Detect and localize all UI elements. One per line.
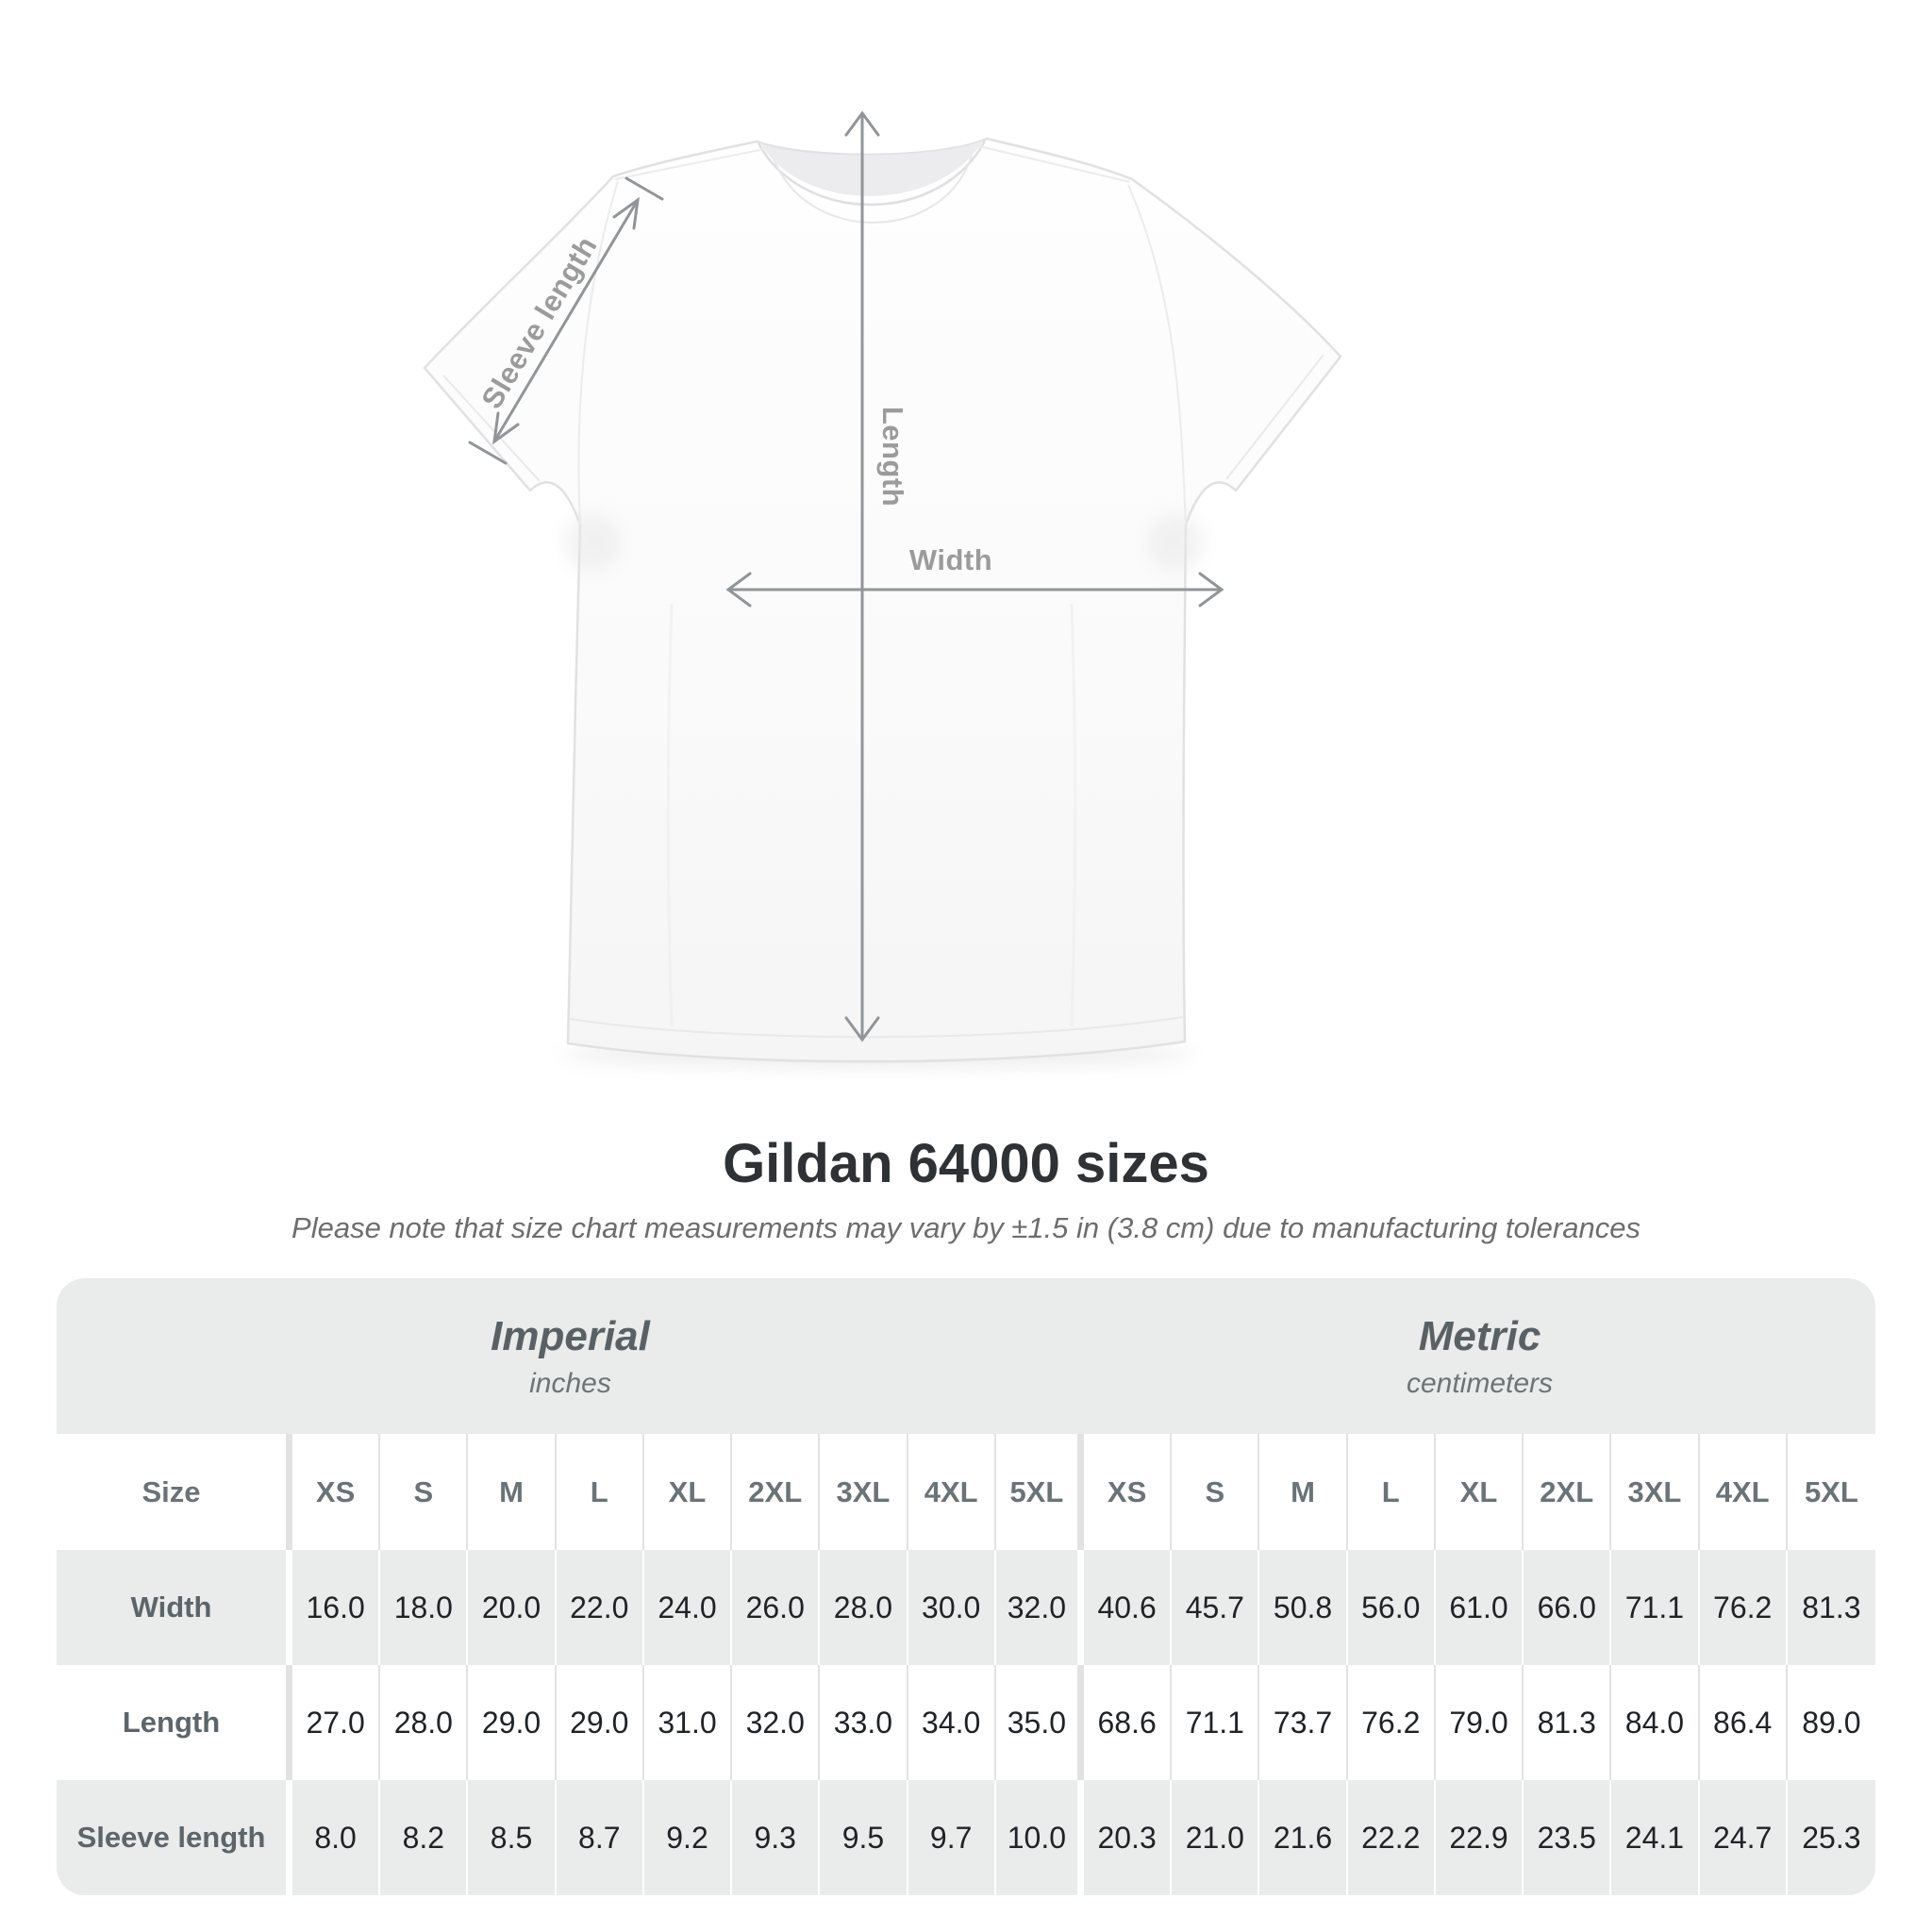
width-dimension-label: Width <box>908 543 993 576</box>
size-header-cell: 3XL <box>820 1434 908 1550</box>
size-header-cell: M <box>468 1434 557 1550</box>
size-value-cell: 31.0 <box>644 1665 733 1780</box>
size-value-cell: 33.0 <box>820 1665 908 1780</box>
size-value-cell: 29.0 <box>468 1665 557 1780</box>
size-value-cell: 73.7 <box>1259 1665 1348 1780</box>
size-value-cell: 8.5 <box>468 1780 557 1895</box>
size-header-cell: 4XL <box>908 1434 996 1550</box>
size-value-cell: 66.0 <box>1524 1550 1612 1665</box>
metric-group-title: Metric <box>1418 1312 1541 1359</box>
size-value-cell: 61.0 <box>1436 1550 1524 1665</box>
size-value-cell: 45.7 <box>1172 1550 1260 1665</box>
size-value-cell: 76.2 <box>1348 1665 1436 1780</box>
size-header-cell: 2XL <box>1524 1434 1612 1550</box>
size-value-cell: 24.1 <box>1611 1780 1700 1895</box>
size-value-cell: 22.2 <box>1348 1780 1436 1895</box>
size-value-cell: 35.0 <box>996 1665 1084 1780</box>
size-value-cell: 24.0 <box>644 1550 733 1665</box>
size-header-cell: XL <box>644 1434 733 1550</box>
imperial-group-header: Imperial inches <box>57 1278 1084 1434</box>
size-value-cell: 9.7 <box>908 1780 996 1895</box>
size-value-cell: 22.9 <box>1436 1780 1524 1895</box>
size-header-cell: XL <box>1436 1434 1524 1550</box>
size-value-cell: 28.0 <box>380 1665 469 1780</box>
size-value-cell: 89.0 <box>1802 1705 1861 1740</box>
size-header-row: Size XS S M L XL 2XL 3XL 4XL 5XL XS S M … <box>57 1434 1875 1550</box>
size-value-cell: 24.7 <box>1700 1780 1788 1895</box>
size-value-cell: 76.2 <box>1700 1550 1788 1665</box>
size-value-cell: 50.8 <box>1259 1550 1348 1665</box>
size-value-cell: 68.6 <box>1084 1665 1173 1780</box>
size-value-cell: 34.0 <box>908 1665 996 1780</box>
shirt-body <box>423 137 1342 1063</box>
size-value-cell: 26.0 <box>732 1550 821 1665</box>
size-header-cell: XS <box>292 1434 381 1550</box>
size-value-cell: 71.1 <box>1611 1550 1700 1665</box>
size-value-cell: 32.0 <box>732 1665 821 1780</box>
table-row-length: Length 27.0 28.0 29.0 29.0 31.0 32.0 33.… <box>57 1665 1875 1780</box>
length-dimension-label: Length <box>876 406 909 508</box>
size-value-cell: 8.2 <box>380 1780 469 1895</box>
width-arrow <box>725 572 1224 608</box>
size-column-header: Size <box>57 1434 292 1550</box>
sleeve-length-arrow <box>468 176 664 465</box>
size-value-cell: 30.0 <box>908 1550 996 1665</box>
size-header-cell: S <box>1172 1434 1260 1550</box>
size-value-cell: 9.2 <box>644 1780 733 1895</box>
size-value-cell: 79.0 <box>1436 1665 1524 1780</box>
metric-group-unit: centimeters <box>1406 1367 1554 1399</box>
size-header-cell: S <box>380 1434 469 1550</box>
size-value-cell: 22.0 <box>557 1550 644 1665</box>
row-label: Length <box>57 1665 292 1780</box>
size-value-cell: 28.0 <box>820 1550 908 1665</box>
imperial-group-title: Imperial <box>491 1312 650 1359</box>
size-value-cell: 8.7 <box>557 1780 644 1895</box>
size-value-cell: 16.0 <box>292 1550 381 1665</box>
size-value-cell: 23.5 <box>1524 1780 1612 1895</box>
size-value-cell: 9.5 <box>820 1780 908 1895</box>
length-arrow <box>844 110 880 1042</box>
size-header-cell: 2XL <box>732 1434 821 1550</box>
size-header-cell: 5XL <box>1804 1474 1858 1508</box>
table-row-sleeve-length: Sleeve length 8.0 8.2 8.5 8.7 9.2 9.3 9.… <box>57 1780 1875 1895</box>
size-value-cell: 71.1 <box>1172 1665 1260 1780</box>
size-header-cell: 4XL <box>1700 1434 1788 1550</box>
size-value-cell: 81.3 <box>1524 1665 1612 1780</box>
size-value-cell: 81.3 <box>1802 1590 1861 1624</box>
size-header-cell: L <box>1348 1434 1436 1550</box>
row-label: Width <box>57 1550 292 1665</box>
size-header-cell: 3XL <box>1611 1434 1700 1550</box>
size-value-cell: 56.0 <box>1348 1550 1436 1665</box>
page-title: Gildan 64000 sizes <box>723 1133 1209 1194</box>
size-value-cell: 40.6 <box>1084 1550 1173 1665</box>
size-value-cell: 21.0 <box>1172 1780 1260 1895</box>
size-value-cell: 86.4 <box>1700 1665 1788 1780</box>
size-value-cell: 20.3 <box>1084 1780 1173 1895</box>
size-header-cell: XS <box>1084 1434 1173 1550</box>
size-value-cell: 25.3 <box>1802 1820 1861 1855</box>
size-value-cell: 9.3 <box>732 1780 821 1895</box>
size-chart-card: Imperial inches Metric centimeters Size … <box>57 1278 1875 1895</box>
tolerance-note: Please note that size chart measurements… <box>291 1211 1641 1244</box>
size-value-cell: 32.0 <box>996 1550 1084 1665</box>
size-value-cell: 21.6 <box>1259 1780 1348 1895</box>
unit-group-header-row: Imperial inches Metric centimeters <box>57 1278 1875 1434</box>
row-label: Sleeve length <box>57 1780 292 1895</box>
t-shirt-measurement-diagram: Sleeve length Length Width <box>423 110 1342 1068</box>
size-header-cell: L <box>557 1434 644 1550</box>
size-value-cell: 20.0 <box>468 1550 557 1665</box>
imperial-group-unit: inches <box>529 1367 611 1399</box>
table-row-width: Width 16.0 18.0 20.0 22.0 24.0 26.0 28.0… <box>57 1550 1875 1665</box>
size-value-cell: 10.0 <box>996 1780 1084 1895</box>
size-header-cell: M <box>1259 1434 1348 1550</box>
size-value-cell: 84.0 <box>1611 1665 1700 1780</box>
size-value-cell: 8.0 <box>292 1780 381 1895</box>
size-header-cell: 5XL <box>996 1434 1084 1550</box>
t-shirt-illustration <box>423 110 1342 1068</box>
size-value-cell: 18.0 <box>380 1550 469 1665</box>
metric-group-header: Metric centimeters <box>1084 1278 1875 1434</box>
size-value-cell: 27.0 <box>292 1665 381 1780</box>
size-value-cell: 29.0 <box>557 1665 644 1780</box>
